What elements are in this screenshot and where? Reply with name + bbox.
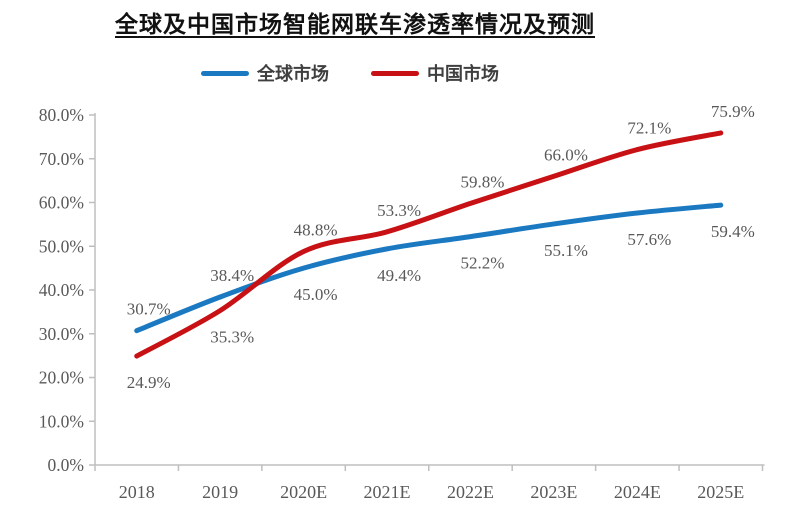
x-axis-tick-label: 2018 (119, 482, 155, 502)
x-axis-tick-label: 2022E (447, 482, 494, 502)
x-axis-tick-label: 2023E (530, 482, 577, 502)
data-label-china-market: 66.0% (544, 145, 588, 164)
data-label-global-market: 38.4% (210, 266, 254, 285)
x-axis-tick-label: 2019 (202, 482, 238, 502)
y-axis-tick-label: 60.0% (39, 193, 84, 213)
y-axis-tick-label: 10.0% (39, 411, 84, 431)
y-axis-tick-label: 50.0% (39, 236, 84, 256)
y-axis-tick-label: 0.0% (48, 455, 84, 475)
series-line-china-market (134, 130, 724, 359)
data-label-global-market: 30.7% (127, 300, 171, 319)
data-label-global-market: 55.1% (544, 241, 588, 260)
data-label-global-market: 52.2% (461, 254, 505, 273)
data-label-china-market: 72.1% (627, 119, 671, 138)
legend-label-china: 中国市场 (427, 64, 499, 84)
x-axis-tick-label: 2024E (614, 482, 661, 502)
data-label-china-market: 59.8% (461, 172, 505, 191)
legend-line-swatch-china (371, 70, 419, 76)
y-axis-tick-label: 40.0% (39, 280, 84, 300)
legend-line-swatch-global (201, 70, 249, 76)
y-axis-tick-label: 30.0% (39, 324, 84, 344)
legend-item-global-market: 全球市场 (201, 60, 329, 86)
data-label-global-market: 57.6% (627, 230, 671, 249)
y-axis-tick-label: 80.0% (39, 105, 84, 125)
data-label-china-market: 35.3% (210, 328, 254, 347)
chart-title: 全球及中国市场智能网联车渗透率情况及预测 (115, 12, 595, 37)
legend: 全球市场 中国市场 (0, 60, 700, 86)
x-axis-tick-label: 2020E (280, 482, 327, 502)
y-axis-tick-label: 20.0% (39, 368, 84, 388)
data-label-china-market: 48.8% (294, 221, 338, 240)
x-axis-tick-label: 2025E (697, 482, 744, 502)
legend-label-global: 全球市场 (257, 64, 329, 84)
x-axis-tick-label: 2021E (364, 482, 411, 502)
series-line-global-market (134, 202, 724, 334)
data-label-china-market: 75.9% (711, 102, 755, 121)
data-label-global-market: 59.4% (711, 222, 755, 241)
y-axis-tick-label: 70.0% (39, 149, 84, 169)
data-label-china-market: 53.3% (377, 201, 421, 220)
data-label-global-market: 45.0% (294, 285, 338, 304)
data-label-china-market: 24.9% (127, 373, 171, 392)
data-label-global-market: 49.4% (377, 266, 421, 285)
legend-item-china-market: 中国市场 (371, 60, 499, 86)
